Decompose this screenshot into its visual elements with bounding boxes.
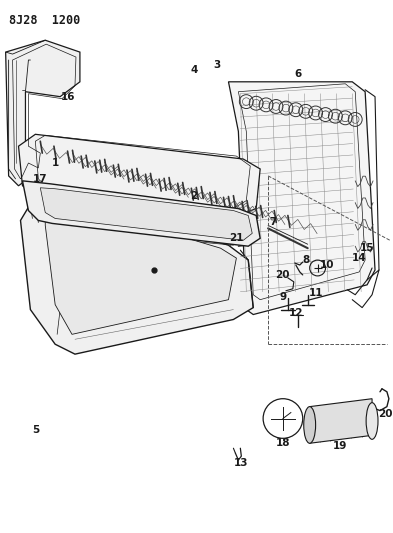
Text: 3: 3 [213,60,220,70]
Text: 19: 19 [333,441,347,451]
Text: 6: 6 [294,69,301,79]
Text: 7: 7 [269,217,277,228]
Text: 8: 8 [302,255,309,265]
Text: 18: 18 [275,438,290,448]
Text: 1: 1 [51,158,59,168]
Polygon shape [45,203,236,334]
Ellipse shape [304,407,316,443]
Text: 20: 20 [378,409,392,418]
Text: 14: 14 [352,253,367,263]
Text: 12: 12 [288,308,303,318]
Text: 16: 16 [61,92,75,102]
Text: 4: 4 [190,65,198,75]
Text: 20: 20 [275,270,289,280]
Text: 15: 15 [360,243,375,253]
Text: 13: 13 [234,458,249,468]
Text: 8J28  1200: 8J28 1200 [9,14,80,28]
Polygon shape [310,399,372,443]
Polygon shape [228,82,375,314]
Text: 21: 21 [229,233,244,243]
Polygon shape [20,196,253,354]
Text: 2: 2 [190,191,197,201]
Polygon shape [6,40,80,186]
Text: 5: 5 [32,425,39,435]
Circle shape [263,399,303,438]
Text: 11: 11 [309,288,323,298]
Polygon shape [18,134,260,215]
Text: 17: 17 [33,174,48,184]
Text: 9: 9 [279,292,286,302]
Text: 10: 10 [320,260,335,270]
Polygon shape [22,181,260,246]
Ellipse shape [366,402,378,439]
Polygon shape [40,188,252,240]
